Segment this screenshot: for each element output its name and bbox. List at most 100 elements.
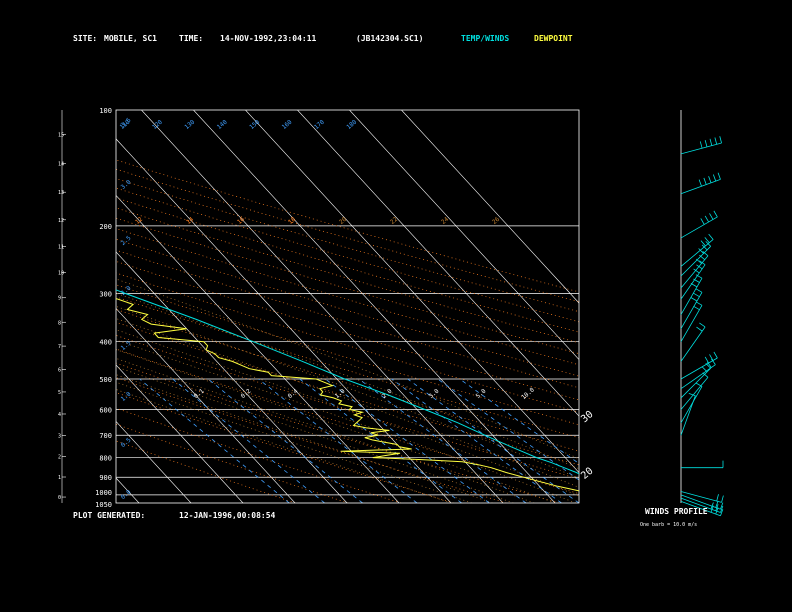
isotherm-line	[116, 477, 140, 503]
wind-barb-shaft	[680, 305, 703, 342]
moist-adiabat	[116, 306, 579, 479]
plot-generated-value: 12-JAN-1996,00:08:54	[179, 511, 276, 520]
mixing-ratio-label: 5.0	[475, 387, 488, 400]
wind-barb	[708, 233, 714, 240]
chart-grid	[0, 110, 579, 503]
wind-barb	[701, 244, 708, 251]
moist-adiabat	[116, 292, 579, 470]
height-tick-label: 3	[58, 434, 61, 440]
time-label: TIME:	[179, 34, 204, 43]
moist-adiabat	[116, 374, 493, 503]
wind-barb	[714, 137, 718, 145]
theta-label: 170	[313, 118, 326, 131]
wind-barb	[704, 237, 710, 243]
wind-barb-shaft	[680, 497, 721, 513]
wind-barb-shaft	[680, 292, 703, 329]
wind-barb-shaft	[680, 277, 703, 315]
wind-barb	[704, 140, 708, 147]
plot-border	[115, 109, 580, 504]
wind-barb	[699, 322, 706, 328]
wind-barb	[716, 494, 719, 502]
left-edge-label: 1.0	[120, 390, 133, 403]
wind-barb-shaft	[680, 255, 709, 289]
wind-barb	[693, 268, 700, 274]
legend-temp-winds: TEMP/WINDS	[461, 34, 510, 43]
theta-e-label: 18	[287, 216, 297, 226]
wind-barb	[690, 297, 698, 302]
dry-adiabat	[116, 423, 349, 503]
theta-label: 180	[345, 118, 358, 131]
wind-barb-shaft	[680, 142, 722, 155]
isotherm-line	[116, 138, 452, 503]
wind-barb	[702, 372, 709, 378]
pressure-tick-label: 1050	[95, 501, 112, 509]
wind-barb	[709, 354, 714, 361]
chart-frame	[61, 109, 580, 504]
wind-barb	[709, 138, 713, 146]
wind-barb	[713, 351, 718, 359]
height-tick-label: 2	[58, 454, 61, 460]
theta-e-label: 22	[389, 216, 399, 226]
wind-barb	[704, 356, 709, 364]
wind-barb	[702, 250, 709, 257]
chart-labels: 1002003004005006007008009001000105001234…	[58, 107, 596, 509]
mixing-ratio-label: 10.0	[520, 386, 536, 401]
left-edge-label: 3.0	[120, 178, 133, 191]
temperature-line	[116, 289, 579, 475]
left-edge-label: 0.5	[120, 436, 133, 449]
wind-barb	[719, 136, 722, 144]
height-tick-label: 1	[58, 475, 61, 481]
mixing-ratio-line	[407, 378, 579, 503]
moist-adiabat	[116, 349, 556, 503]
wind-profile	[680, 110, 724, 517]
theta-e-label: 20	[338, 216, 348, 226]
wind-barb	[720, 502, 724, 510]
mixing-ratio-label: 2.0	[381, 387, 394, 400]
wind-barb	[720, 505, 724, 513]
theta-e-label: 24	[440, 216, 450, 226]
left-edge-label: 0.0	[120, 488, 133, 501]
pressure-tick-label: 100	[99, 107, 112, 115]
mixing-ratio-line	[358, 378, 527, 503]
wind-barb	[706, 361, 712, 368]
dry-adiabat	[116, 362, 560, 503]
pressure-tick-label: 200	[99, 223, 112, 231]
moist-adiabat	[116, 381, 472, 503]
dry-adiabat	[116, 249, 579, 389]
theta-label: 140	[216, 118, 229, 131]
wind-barb	[709, 213, 714, 220]
wind-barb	[696, 326, 703, 332]
isotherm-line	[116, 194, 400, 503]
wind-barb-shaft	[680, 326, 706, 362]
mixing-ratio-line	[139, 378, 290, 503]
isotherm-line	[116, 251, 348, 503]
site-label: SITE:	[73, 34, 98, 43]
mixing-ratio-line	[391, 378, 562, 503]
theta-label: 160	[281, 118, 294, 131]
wind-barb-shaft	[680, 501, 721, 517]
wind-barb	[704, 215, 709, 223]
isotherm-line	[0, 110, 35, 503]
right-temperature-label: 20	[579, 466, 595, 482]
file-id: (JB142304.SC1)	[356, 34, 424, 43]
wind-barb	[700, 218, 705, 225]
theta-e-label: 14	[185, 216, 195, 226]
wind-barb	[717, 172, 721, 180]
winds-profile-label: WINDS PROFILE	[645, 507, 708, 516]
theta-e-label: 12	[134, 216, 144, 226]
wind-barb	[696, 264, 703, 270]
theta-e-label: 26	[491, 216, 501, 226]
wind-barb	[699, 254, 706, 260]
wind-barb-shaft	[680, 178, 721, 195]
height-tick-label: 14	[58, 162, 64, 168]
barb-scale-note: One barb = 10.0 m/s	[640, 522, 698, 528]
plot-generated-label: PLOT GENERATED:	[73, 511, 146, 520]
wind-barb-shaft	[680, 386, 703, 424]
wind-barb-shaft	[680, 264, 706, 300]
wind-barb-shaft	[680, 216, 718, 239]
wind-barb	[720, 509, 724, 516]
isotherm-line	[245, 110, 579, 474]
left-edge-label: 2.5	[120, 234, 133, 247]
height-tick-label: 5	[58, 390, 61, 396]
wind-barb	[700, 240, 706, 247]
